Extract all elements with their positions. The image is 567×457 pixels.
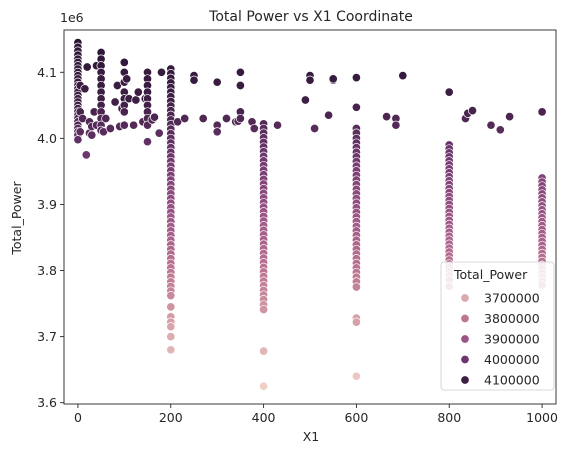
chart-title: Total Power vs X1 Coordinate [208,9,413,25]
data-point [131,95,141,105]
data-point [82,62,92,72]
x-tick-label: 1000 [526,410,558,425]
y-axis-label: Total_Power [9,181,24,256]
data-point [75,127,85,137]
legend-marker [460,375,470,385]
data-point [328,74,338,84]
data-point [119,57,129,67]
data-point [87,130,97,140]
data-point [351,102,361,112]
data-point [166,291,176,301]
legend: Total_Power 3700000 3800000 3900000 4000000… [440,261,555,391]
data-point [81,150,91,160]
data-point [444,87,454,97]
data-point [166,322,176,332]
data-point [324,110,334,120]
data-point [80,84,90,94]
data-point [272,120,283,130]
legend-title: Total_Power [453,267,528,282]
points-layer [73,38,547,391]
data-point [505,112,515,122]
data-point [166,332,176,342]
data-point [101,113,111,124]
legend-marker [460,354,470,365]
y-tick-label: 4.1 [37,65,57,80]
data-point [133,87,143,97]
data-point [382,112,392,122]
data-point [129,120,139,130]
data-point [189,75,199,85]
data-point [235,113,245,124]
data-point [495,125,505,135]
data-point [305,75,315,85]
data-point [119,107,129,117]
legend-marker [460,334,470,344]
data-point [149,112,160,122]
data-point [180,113,190,124]
data-point [119,120,129,130]
legend-label: 3700000 [484,291,540,306]
data-point [259,346,269,356]
data-point [486,120,496,130]
data-point [310,123,320,134]
data-point [351,371,361,381]
x-tick-label: 200 [159,410,183,425]
y-tick-label: 4.0 [37,131,57,146]
data-point [166,302,176,312]
data-point [156,67,167,77]
legend-label: 3800000 [484,311,540,326]
y-tick-label: 3.7 [37,329,57,344]
data-point [166,345,176,355]
plot-frame [63,29,557,405]
data-point [212,77,222,87]
data-point [391,120,401,130]
data-point [398,71,408,81]
data-point [212,127,222,137]
y-axis-ticks: 3.6 3.7 3.8 3.9 4.0 4.1 [37,65,64,410]
data-point [351,317,361,327]
y-offset-label: 1e6 [60,10,84,25]
legend-label: 4100000 [484,373,540,388]
legend-label: 3900000 [484,332,540,347]
data-point [351,73,361,83]
data-point [259,381,269,391]
data-point [142,137,153,147]
data-point [537,107,547,117]
x-tick-label: 800 [437,410,461,425]
data-point [300,95,310,105]
x-axis-label: X1 [303,429,320,444]
x-axis-ticks: 0 200 400 600 800 1000 [74,404,558,425]
data-point [73,135,83,145]
data-point [249,123,259,134]
data-point [105,123,115,134]
data-point [154,128,164,138]
x-tick-label: 400 [252,410,276,425]
data-point [110,97,120,107]
data-point [198,113,208,124]
data-point [259,304,269,315]
y-tick-label: 3.8 [37,263,57,278]
legend-entries: 3700000 3800000 3900000 4000000 4100000 [460,291,540,388]
x-tick-label: 600 [344,410,368,425]
y-tick-label: 3.6 [37,395,57,410]
legend-label: 4000000 [484,352,540,367]
data-point [351,282,361,292]
data-point [235,67,245,77]
x-tick-label: 0 [74,410,82,425]
y-tick-label: 3.9 [37,197,57,212]
legend-marker [460,293,470,303]
data-point [467,106,478,116]
legend-marker [460,313,470,324]
data-point [221,113,232,124]
data-point [235,80,245,91]
data-point [122,74,132,84]
